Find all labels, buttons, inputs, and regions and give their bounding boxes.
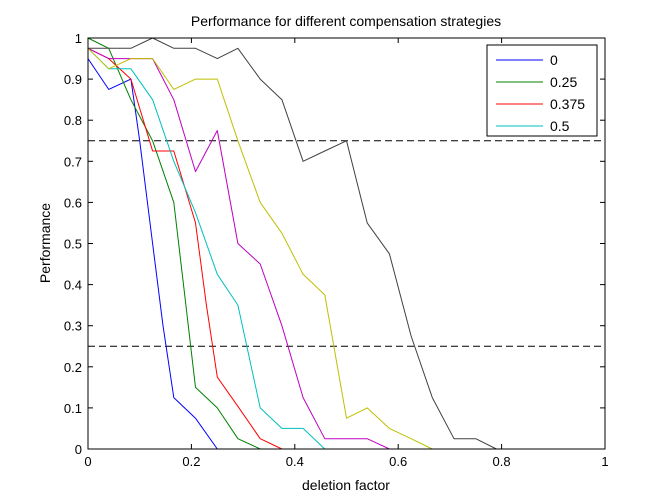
x-tick-label: 0.6 xyxy=(389,454,407,469)
chart-title: Performance for different compensation s… xyxy=(191,13,501,29)
y-tick-label: 0.6 xyxy=(64,195,82,210)
y-tick-label: 0.5 xyxy=(64,237,82,252)
x-tick-label: 0 xyxy=(84,454,91,469)
legend-label: 0.5 xyxy=(550,118,570,134)
y-tick-label: 0.2 xyxy=(64,360,82,375)
series-line-5 xyxy=(87,47,433,450)
y-tick-label: 1 xyxy=(75,31,82,46)
series-line-1 xyxy=(87,37,261,450)
y-tick-label: 0.1 xyxy=(64,401,82,416)
y-tick-label: 0.3 xyxy=(64,319,82,334)
x-tick-label: 0.8 xyxy=(493,454,511,469)
series-line-0 xyxy=(87,58,218,450)
x-tick-label: 0.2 xyxy=(182,454,200,469)
y-tick-label: 0.8 xyxy=(64,113,82,128)
x-axis-ticks: 0 0.2 0.4 0.6 0.8 1 xyxy=(84,38,609,469)
x-tick-label: 1 xyxy=(601,454,608,469)
series-layer xyxy=(87,37,497,450)
y-tick-label: 0.4 xyxy=(64,278,82,293)
legend-box xyxy=(486,44,598,137)
series-line-3 xyxy=(87,47,326,450)
y-tick-label: 0 xyxy=(75,442,82,457)
legend: 0 0.25 0.375 0.5 xyxy=(486,44,598,137)
y-axis-ticks: 0 0.1 0.2 0.3 0.4 0.5 0.6 0.7 0.8 0.9 1 xyxy=(64,31,605,457)
series-line-2 xyxy=(87,47,283,450)
y-tick-label: 0.9 xyxy=(64,72,82,87)
legend-label: 0 xyxy=(550,52,558,68)
y-tick-label: 0.7 xyxy=(64,154,82,169)
legend-label: 0.375 xyxy=(550,96,585,112)
y-axis-label: Performance xyxy=(37,203,53,283)
x-tick-label: 0.4 xyxy=(286,454,304,469)
x-axis-label: deletion factor xyxy=(302,477,390,493)
legend-label: 0.25 xyxy=(550,74,577,90)
series-line-6 xyxy=(88,37,497,450)
